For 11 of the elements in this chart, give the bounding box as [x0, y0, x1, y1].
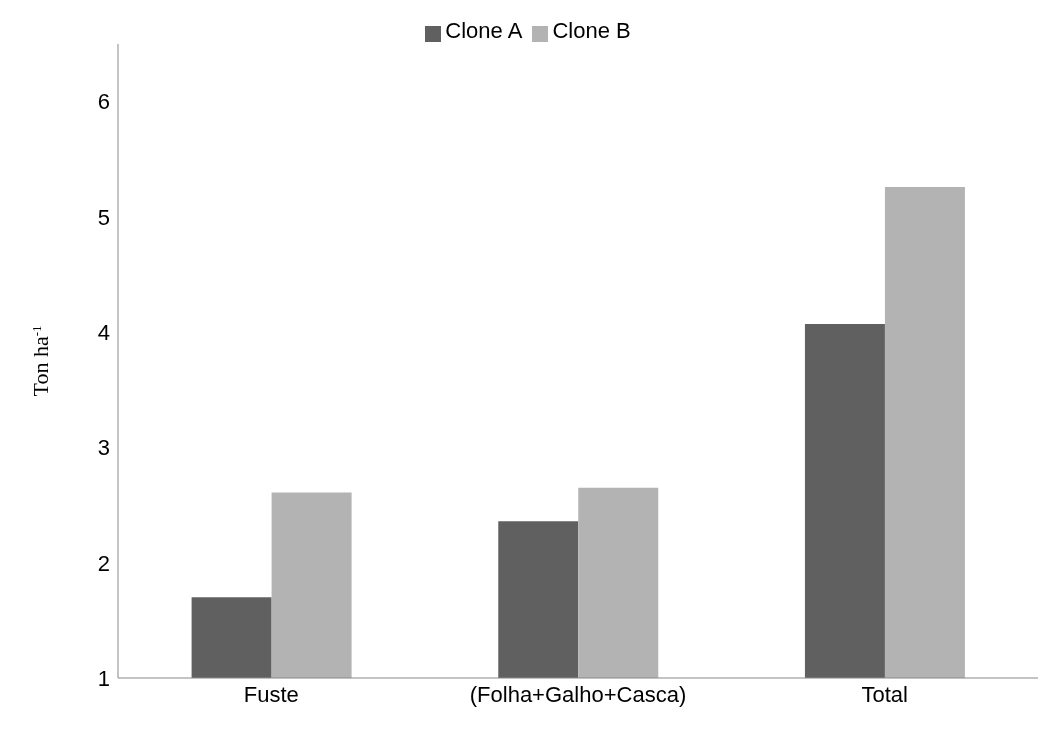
y-tick-label: 1: [97, 665, 110, 691]
legend-label: Clone B: [552, 18, 631, 43]
y-tick-label: 3: [97, 435, 110, 461]
y-tick-label: 4: [97, 319, 110, 345]
x-tick-label: Fuste: [243, 681, 299, 707]
y-tick-label: 6: [97, 89, 110, 115]
x-tick-label: Total: [861, 681, 908, 707]
x-tick-label: (Folha+Galho+Casca): [469, 681, 687, 707]
legend-label: Clone A: [445, 18, 523, 43]
y-tick-label: 2: [97, 550, 110, 576]
y-tick-label: 5: [97, 204, 110, 230]
